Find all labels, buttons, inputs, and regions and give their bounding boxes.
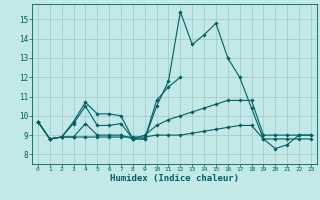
X-axis label: Humidex (Indice chaleur): Humidex (Indice chaleur) — [110, 174, 239, 183]
